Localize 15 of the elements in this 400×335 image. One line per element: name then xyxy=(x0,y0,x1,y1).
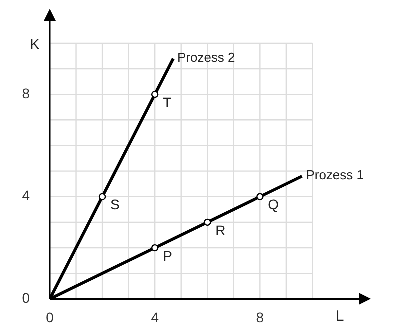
y-tick-label: 4 xyxy=(22,188,30,204)
annotation: P xyxy=(163,248,172,264)
y-tick-label: 0 xyxy=(22,290,30,306)
annotation: Q xyxy=(268,196,280,213)
series-label: Prozess 1 xyxy=(306,168,364,183)
x-axis-title: L xyxy=(336,308,344,325)
x-tick-label: 8 xyxy=(256,309,264,326)
annotation: R xyxy=(216,222,226,238)
x-tick-label: 0 xyxy=(46,309,54,326)
series-label: Prozess 2 xyxy=(177,50,236,65)
x-tick-label: 4 xyxy=(151,309,160,326)
y-axis-title: K xyxy=(30,36,40,54)
annotation: S xyxy=(110,196,120,213)
y-tick-label: 8 xyxy=(22,85,30,102)
annotation: T xyxy=(163,94,172,110)
